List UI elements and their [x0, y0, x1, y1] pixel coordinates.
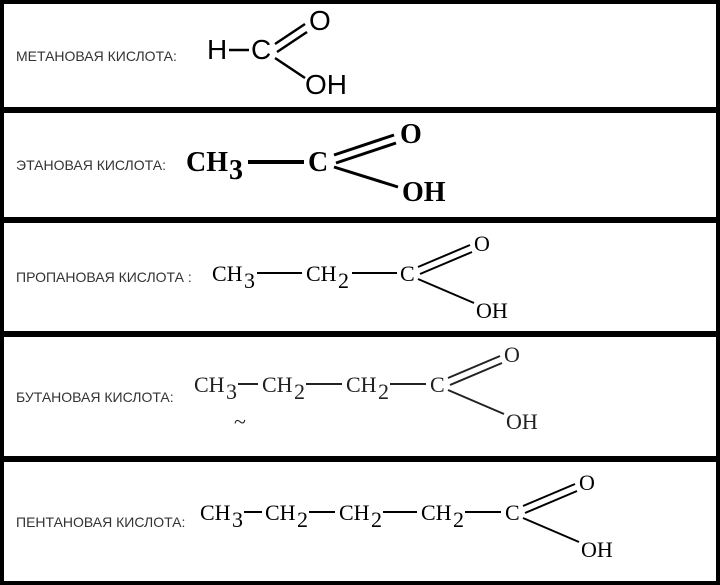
sub3: 3: [229, 155, 243, 186]
sub3: 3: [226, 379, 237, 404]
atom-oh: OH: [402, 177, 446, 208]
atom-ch2b: CH: [339, 500, 370, 525]
sub2a: 2: [297, 507, 308, 532]
atom-oh: OH: [305, 69, 347, 100]
row-ethanoic: ЭТАНОВАЯ КИСЛОТА: CH 3 C O OH: [4, 113, 716, 222]
atom-ch3: CH: [194, 372, 225, 397]
atom-c: C: [308, 147, 328, 178]
sub2b: 2: [378, 379, 389, 404]
formula-pentanoic: CH 3 CH 2 CH 2 CH 2 C O OH: [195, 462, 704, 581]
atom-oh: OH: [506, 409, 538, 434]
atom-oh: OH: [581, 537, 613, 562]
atom-ch3: CH: [186, 147, 228, 178]
label-ethanoic: ЭТАНОВАЯ КИСЛОТА:: [16, 157, 166, 173]
atom-c: C: [430, 372, 445, 397]
atom-ch2a: CH: [262, 372, 293, 397]
atom-ch2: CH: [306, 261, 337, 286]
row-propanoic: ПРОПАНОВАЯ КИСЛОТА : CH 3 CH 2 C O OH: [4, 223, 716, 338]
atom-oh: OH: [476, 298, 508, 323]
atom-ch2b: CH: [346, 372, 377, 397]
row-methanoic: МЕТАНОВАЯ КИСЛОТА: H C O OH: [4, 4, 716, 113]
sub3: 3: [232, 507, 243, 532]
atom-ch2c: CH: [421, 500, 452, 525]
label-methanoic: МЕТАНОВАЯ КИСЛОТА:: [16, 48, 177, 64]
formula-methanoic: H C O OH: [187, 4, 704, 107]
atom-c: C: [251, 34, 271, 65]
atom-c: C: [400, 261, 415, 286]
formula-butanoic: CH 3 CH 2 CH 2 C O OH ~: [184, 337, 704, 456]
sub2: 2: [338, 268, 349, 293]
atom-ch2a: CH: [265, 500, 296, 525]
formula-ethanoic: CH 3 C O OH: [176, 113, 704, 216]
sub2a: 2: [294, 379, 305, 404]
atom-o-top: O: [504, 342, 520, 367]
atom-c: C: [505, 500, 520, 525]
tilde-mark: ~: [234, 409, 246, 434]
label-butanoic: БУТАНОВАЯ КИСЛОТА:: [16, 389, 174, 405]
sub2c: 2: [453, 507, 464, 532]
atom-ch3: CH: [200, 500, 231, 525]
row-butanoic: БУТАНОВАЯ КИСЛОТА: CH 3 CH 2 CH 2 C O OH: [4, 337, 716, 462]
label-pentanoic: ПЕНТАНОВАЯ КИСЛОТА:: [16, 514, 185, 530]
atom-o-top: O: [474, 231, 490, 256]
atom-o-top: O: [400, 119, 422, 150]
atom-o-top: O: [309, 5, 331, 36]
formula-propanoic: CH 3 CH 2 C O OH: [202, 223, 704, 332]
acid-table: МЕТАНОВАЯ КИСЛОТА: H C O OH ЭТАНОВАЯ КИС…: [0, 0, 720, 585]
atom-ch3: CH: [212, 261, 243, 286]
sub2b: 2: [371, 507, 382, 532]
atom-h: H: [207, 34, 227, 65]
atom-o-top: O: [579, 470, 595, 495]
label-propanoic: ПРОПАНОВАЯ КИСЛОТА :: [16, 269, 192, 285]
sub3: 3: [244, 268, 255, 293]
row-pentanoic: ПЕНТАНОВАЯ КИСЛОТА: CH 3 CH 2 CH 2 CH 2 …: [4, 462, 716, 581]
